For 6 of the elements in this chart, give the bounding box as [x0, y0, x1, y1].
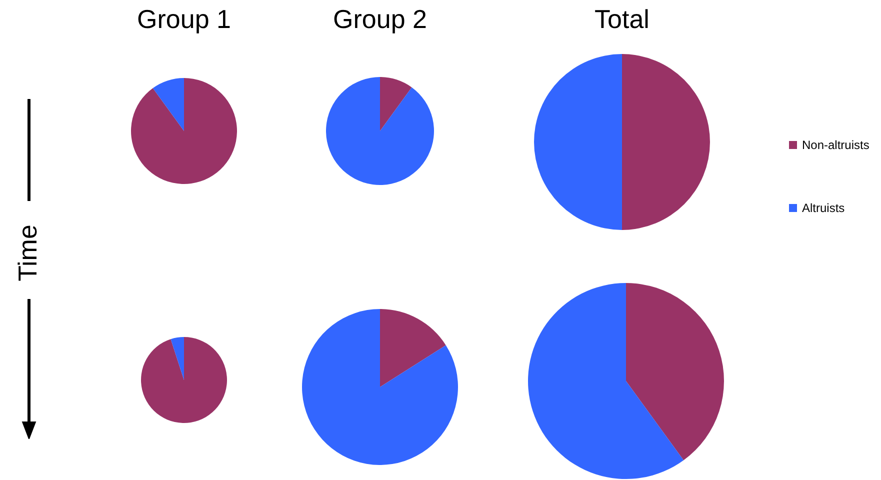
- chart-title: Group 2: [333, 4, 427, 35]
- legend-label: Non-altruists: [802, 138, 870, 152]
- chart-title: Group 1: [137, 4, 231, 35]
- text: Time: [12, 224, 44, 282]
- legend-label: Altruists: [802, 201, 845, 215]
- chart-title: Total: [594, 4, 650, 35]
